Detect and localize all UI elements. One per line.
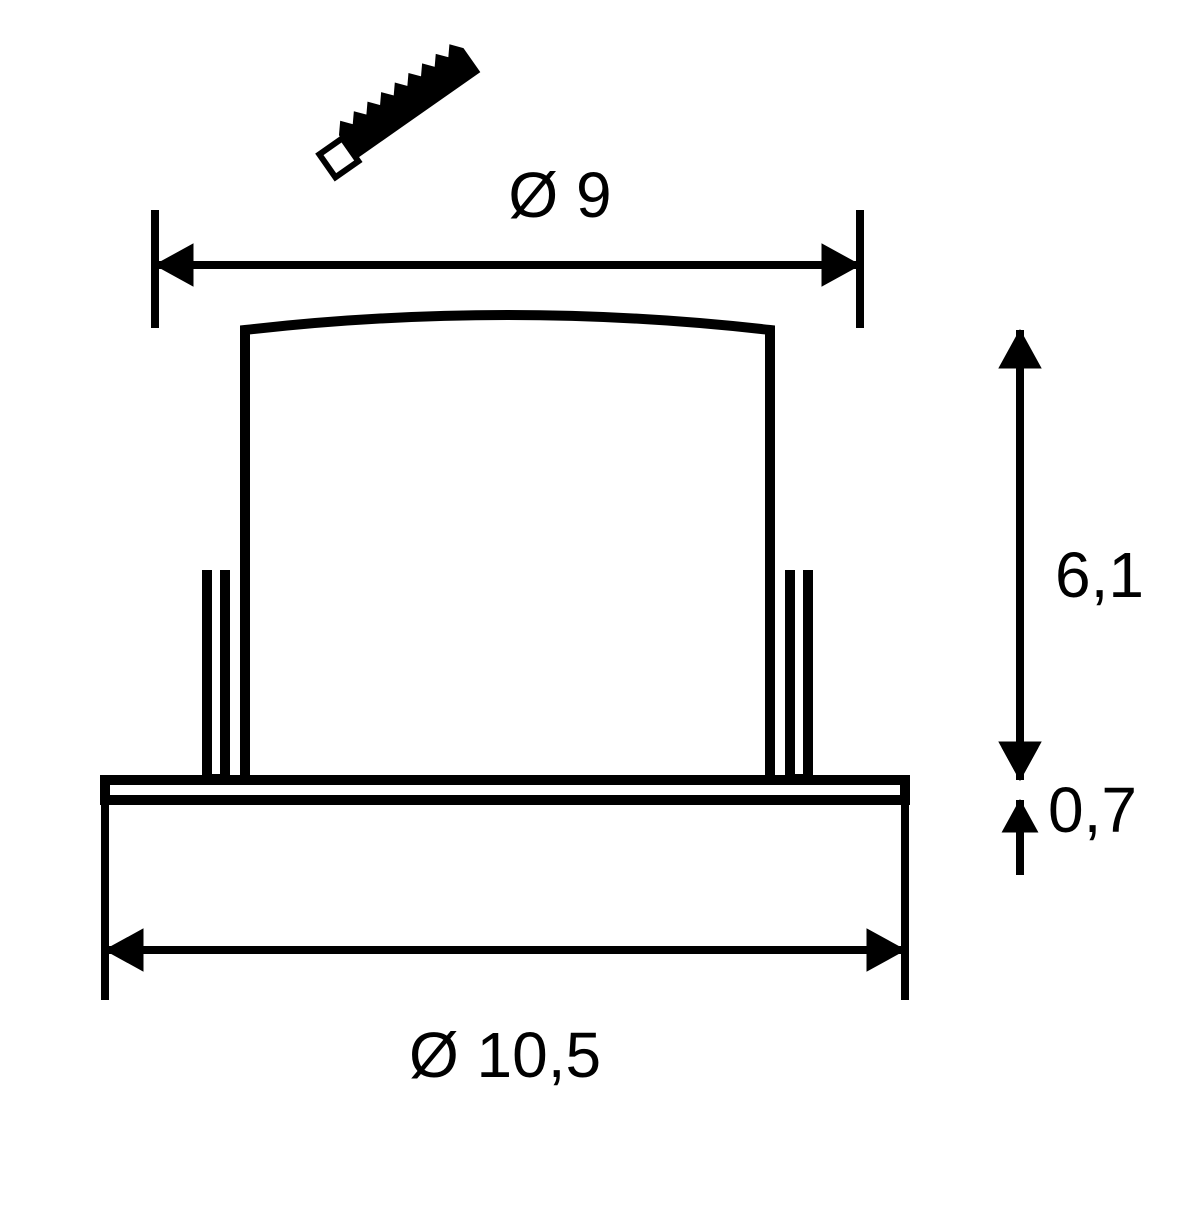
clip-right <box>790 570 808 779</box>
label-flange: Ø 10,5 <box>409 1019 601 1091</box>
label-height: 6,1 <box>1055 539 1144 611</box>
label-cutout: Ø 9 <box>508 159 611 231</box>
saw-icon <box>311 41 481 178</box>
clip-left <box>207 570 225 779</box>
flange <box>105 780 905 800</box>
fixture-body <box>245 315 770 780</box>
label-lip: 0,7 <box>1048 774 1137 846</box>
